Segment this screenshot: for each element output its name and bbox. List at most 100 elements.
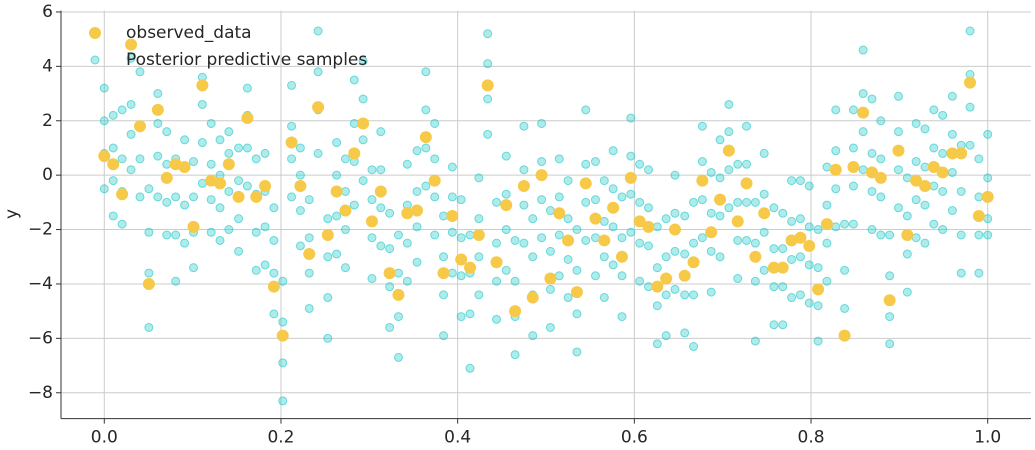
posterior-point bbox=[715, 252, 725, 262]
posterior-point bbox=[108, 110, 118, 120]
posterior-point bbox=[162, 127, 172, 137]
observed-point bbox=[232, 190, 245, 203]
posterior-point bbox=[358, 135, 368, 145]
observed-point bbox=[579, 177, 592, 190]
observed-point bbox=[820, 218, 833, 231]
posterior-point bbox=[742, 121, 752, 131]
posterior-point bbox=[554, 192, 564, 202]
y-tick-label: −8 bbox=[28, 383, 53, 403]
observed-point bbox=[517, 180, 530, 193]
posterior-point bbox=[652, 339, 662, 349]
posterior-point bbox=[519, 238, 529, 248]
posterior-point bbox=[822, 276, 832, 286]
posterior-point bbox=[135, 67, 145, 77]
posterior-point bbox=[813, 225, 823, 235]
posterior-point bbox=[742, 197, 752, 207]
posterior-point bbox=[537, 195, 547, 205]
posterior-point bbox=[421, 143, 431, 153]
posterior-point bbox=[358, 56, 368, 66]
posterior-point bbox=[260, 222, 270, 232]
posterior-point bbox=[162, 230, 172, 240]
posterior-point bbox=[412, 222, 422, 232]
posterior-point bbox=[876, 154, 886, 164]
posterior-point bbox=[421, 67, 431, 77]
posterior-point bbox=[929, 143, 939, 153]
posterior-point bbox=[376, 203, 386, 213]
legend-label: observed_data bbox=[126, 23, 252, 43]
posterior-point bbox=[554, 271, 564, 281]
posterior-point bbox=[206, 227, 216, 237]
posterior-point bbox=[483, 29, 493, 39]
posterior-point bbox=[483, 59, 493, 69]
posterior-point bbox=[385, 282, 395, 292]
observed-point bbox=[142, 277, 155, 290]
observed-point bbox=[151, 103, 164, 116]
posterior-point bbox=[769, 203, 779, 213]
posterior-point bbox=[144, 227, 154, 237]
posterior-point bbox=[456, 233, 466, 243]
observed-point bbox=[428, 174, 441, 187]
observed-point bbox=[357, 117, 370, 130]
posterior-point bbox=[706, 167, 716, 177]
posterior-point bbox=[974, 154, 984, 164]
posterior-point bbox=[99, 184, 109, 194]
observed-point bbox=[678, 269, 691, 282]
posterior-point bbox=[447, 227, 457, 237]
posterior-point bbox=[956, 230, 966, 240]
posterior-point bbox=[983, 129, 993, 139]
posterior-point bbox=[260, 260, 270, 270]
posterior-point bbox=[813, 301, 823, 311]
posterior-point bbox=[474, 214, 484, 224]
posterior-point bbox=[117, 154, 127, 164]
posterior-point bbox=[412, 186, 422, 196]
posterior-point bbox=[206, 195, 216, 205]
y-axis-label: y bbox=[2, 209, 22, 219]
observed-point bbox=[178, 161, 191, 173]
posterior-point bbox=[938, 148, 948, 158]
posterior-point bbox=[750, 197, 760, 207]
posterior-point bbox=[323, 252, 333, 262]
posterior-point bbox=[180, 200, 190, 210]
posterior-point bbox=[332, 249, 342, 259]
posterior-point bbox=[983, 214, 993, 224]
observed-point bbox=[570, 286, 583, 299]
posterior-point bbox=[537, 157, 547, 167]
posterior-point bbox=[626, 227, 636, 237]
posterior-point bbox=[902, 249, 912, 259]
posterior-point bbox=[787, 216, 797, 226]
posterior-point bbox=[126, 165, 136, 175]
posterior-point bbox=[848, 181, 858, 191]
posterior-point bbox=[287, 80, 297, 90]
posterior-point bbox=[599, 216, 609, 226]
posterior-point bbox=[278, 358, 288, 368]
observed-point bbox=[374, 185, 387, 198]
posterior-point bbox=[474, 173, 484, 183]
grid bbox=[61, 10, 1031, 419]
posterior-point bbox=[358, 176, 368, 186]
posterior-point bbox=[697, 233, 707, 243]
posterior-point bbox=[822, 238, 832, 248]
posterior-point bbox=[367, 165, 377, 175]
posterior-point bbox=[197, 99, 207, 109]
posterior-point bbox=[795, 176, 805, 186]
posterior-point bbox=[848, 219, 858, 229]
observed-point bbox=[865, 166, 878, 179]
posterior-point bbox=[965, 102, 975, 112]
posterior-point bbox=[510, 235, 520, 245]
posterior-samples bbox=[99, 26, 993, 406]
observed-point bbox=[687, 256, 700, 269]
posterior-point bbox=[617, 233, 627, 243]
posterior-point bbox=[689, 238, 699, 248]
posterior-point bbox=[153, 192, 163, 202]
posterior-point bbox=[465, 230, 475, 240]
posterior-point bbox=[831, 184, 841, 194]
posterior-point bbox=[563, 293, 573, 303]
posterior-point bbox=[956, 186, 966, 196]
posterior-point bbox=[938, 225, 948, 235]
posterior-point bbox=[840, 219, 850, 229]
x-tick-label: 0.4 bbox=[444, 428, 471, 448]
posterior-point bbox=[831, 222, 841, 232]
posterior-point bbox=[608, 222, 618, 232]
posterior-point bbox=[670, 284, 680, 294]
observed-point bbox=[312, 101, 325, 114]
